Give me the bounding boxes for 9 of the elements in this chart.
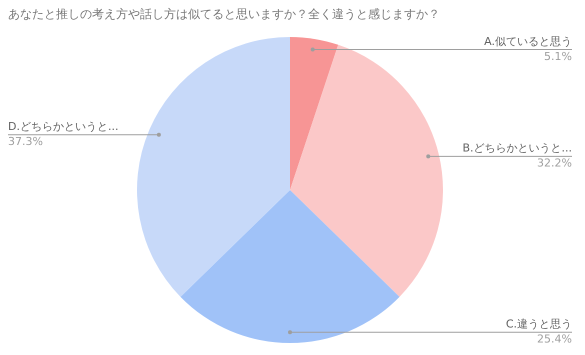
slice-label: B.どちらかというと... — [462, 142, 572, 155]
data-label: 32.2% — [537, 156, 572, 170]
data-label: 5.1% — [544, 50, 572, 63]
slice-label: A.似ていると思う — [484, 34, 572, 48]
data-label: 37.3% — [8, 135, 43, 148]
chart-title: あなたと推しの考え方や話し方は似てると思いますか？全く違うと感じますか？ — [8, 7, 440, 21]
slice-label: C.違うと思う — [506, 318, 572, 331]
slice-label: D.どちらかというと... — [8, 120, 118, 134]
data-label: 25.4% — [537, 332, 572, 346]
